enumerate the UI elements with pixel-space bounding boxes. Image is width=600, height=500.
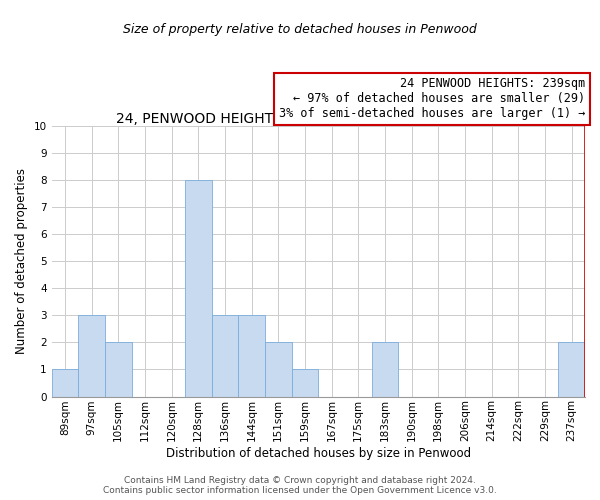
- Bar: [78, 316, 105, 396]
- Bar: [371, 342, 398, 396]
- Bar: [52, 370, 78, 396]
- Y-axis label: Number of detached properties: Number of detached properties: [15, 168, 28, 354]
- Text: Size of property relative to detached houses in Penwood: Size of property relative to detached ho…: [123, 22, 477, 36]
- Bar: [185, 180, 212, 396]
- Bar: [559, 342, 585, 396]
- Bar: [212, 316, 238, 396]
- Bar: [105, 342, 131, 396]
- Bar: [265, 342, 292, 396]
- Bar: [238, 316, 265, 396]
- X-axis label: Distribution of detached houses by size in Penwood: Distribution of detached houses by size …: [166, 447, 471, 460]
- Bar: [292, 370, 318, 396]
- Title: 24, PENWOOD HEIGHTS, PENWOOD, NEWBURY, RG20 9EY: 24, PENWOOD HEIGHTS, PENWOOD, NEWBURY, R…: [116, 112, 520, 126]
- Text: 24 PENWOOD HEIGHTS: 239sqm
← 97% of detached houses are smaller (29)
3% of semi-: 24 PENWOOD HEIGHTS: 239sqm ← 97% of deta…: [278, 78, 585, 120]
- Text: Contains HM Land Registry data © Crown copyright and database right 2024.
Contai: Contains HM Land Registry data © Crown c…: [103, 476, 497, 495]
